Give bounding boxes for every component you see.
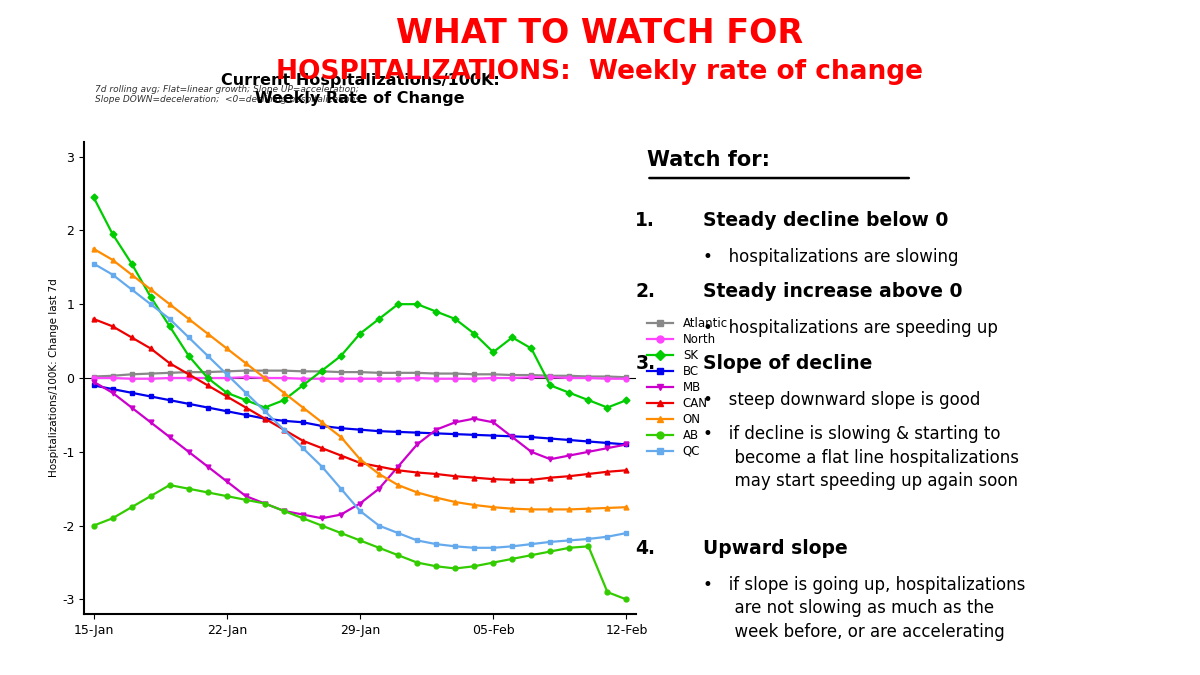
Text: •   hospitalizations are slowing: • hospitalizations are slowing	[703, 248, 959, 266]
Text: 3.: 3.	[635, 354, 655, 373]
Text: 2.: 2.	[635, 282, 655, 301]
Text: Steady increase above 0: Steady increase above 0	[703, 282, 962, 301]
Text: HOSPITALIZATIONS:  Weekly rate of change: HOSPITALIZATIONS: Weekly rate of change	[276, 59, 924, 86]
Text: Steady decline below 0: Steady decline below 0	[703, 211, 948, 230]
Text: 7d rolling avg; Flat=linear growth; Slope UP=acceleration;
Slope DOWN=decelerati: 7d rolling avg; Flat=linear growth; Slop…	[95, 85, 360, 105]
Text: •   steep downward slope is good: • steep downward slope is good	[703, 391, 980, 408]
Text: 1.: 1.	[635, 211, 655, 230]
Y-axis label: Hospitalizations/100K: Change last 7d: Hospitalizations/100K: Change last 7d	[49, 279, 59, 477]
Legend: Atlantic, North, SK, BC, MB, CAN, ON, AB, QC: Atlantic, North, SK, BC, MB, CAN, ON, AB…	[648, 317, 728, 458]
Text: •   if slope is going up, hospitalizations
      are not slowing as much as the
: • if slope is going up, hospitalizations…	[703, 576, 1025, 641]
Text: Slope of decline: Slope of decline	[703, 354, 872, 373]
Text: •   hospitalizations are speeding up: • hospitalizations are speeding up	[703, 319, 998, 338]
Text: •   if decline is slowing & starting to
      become a flat line hospitalization: • if decline is slowing & starting to be…	[703, 425, 1019, 490]
Text: 4.: 4.	[635, 539, 655, 558]
Text: Watch for:: Watch for:	[647, 151, 769, 170]
Title: Current Hospitalizations/100K:
Weekly Rate of Change: Current Hospitalizations/100K: Weekly Ra…	[221, 74, 499, 106]
Text: Upward slope: Upward slope	[703, 539, 847, 558]
Text: WHAT TO WATCH FOR: WHAT TO WATCH FOR	[396, 17, 804, 50]
